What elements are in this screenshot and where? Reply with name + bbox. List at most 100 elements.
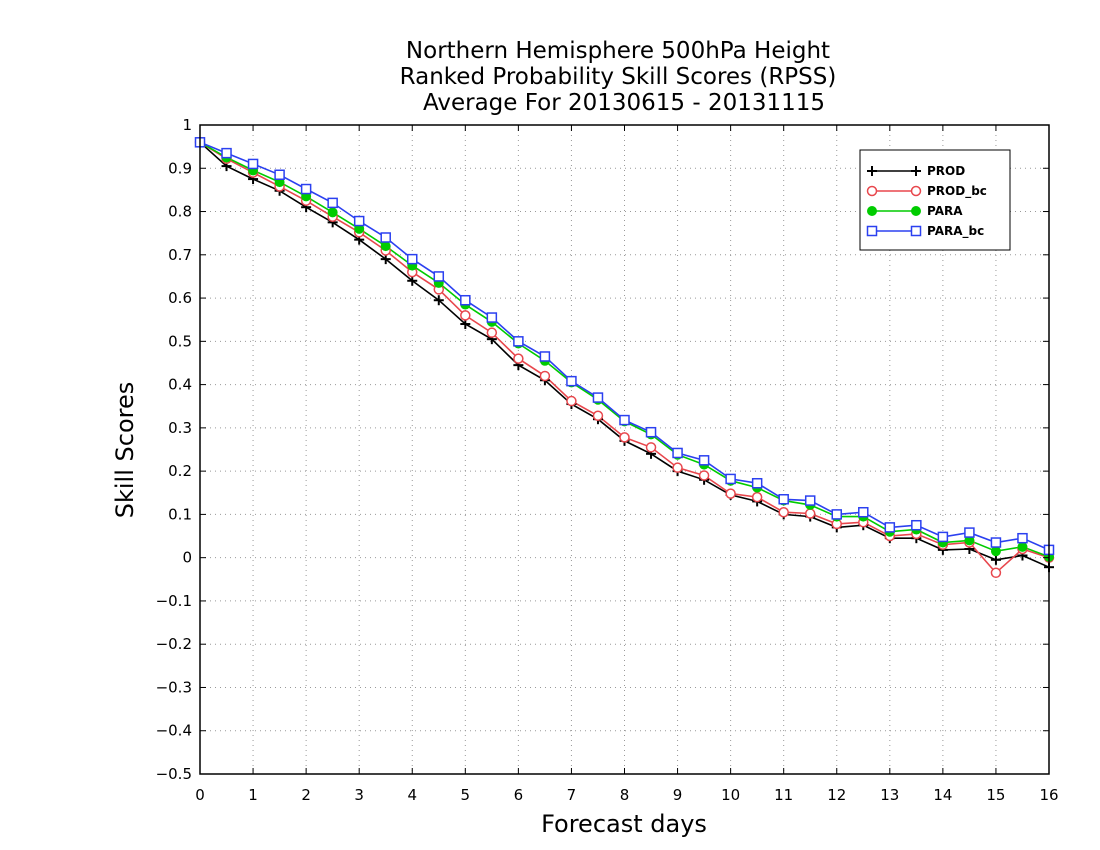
legend-marker-para-bc: [910, 225, 922, 237]
data-point-prod: [990, 554, 1001, 565]
x-tick-label: 4: [407, 786, 417, 804]
data-point-prod-bc: [751, 491, 763, 503]
data-point-para-bc: [539, 351, 551, 362]
y-tick-label: 0.1: [168, 505, 192, 523]
data-point-para-bc: [433, 271, 445, 282]
data-point-prod: [433, 295, 444, 306]
y-tick-label: −0.3: [156, 678, 192, 696]
legend-label-para-bc: PARA_bc: [927, 224, 984, 239]
x-tick-label: 9: [673, 786, 683, 804]
chart-title-line-2: Ranked Probability Skill Scores (RPSS): [400, 64, 837, 90]
data-point-para: [327, 207, 338, 218]
legend-marker-para: [867, 206, 877, 216]
data-point-para-bc: [778, 494, 789, 505]
x-tick-label: 13: [880, 786, 899, 804]
y-tick-label: 0.2: [168, 462, 192, 480]
legend-marker-para-bc: [866, 225, 878, 237]
data-point-para-bc: [460, 294, 471, 306]
x-tick-label: 1: [248, 786, 258, 804]
data-point-prod-bc: [592, 410, 604, 422]
data-point-para-bc: [221, 147, 232, 159]
data-point-prod-bc: [513, 353, 524, 364]
x-tick-label: 11: [774, 786, 793, 804]
legend-label-para: PARA: [927, 204, 963, 218]
legend-marker-prod: [867, 166, 877, 176]
x-tick-label: 2: [301, 786, 311, 804]
x-tick-label: 8: [620, 786, 630, 804]
legend-label-prod: PROD: [927, 164, 965, 178]
data-point-para-bc: [937, 531, 949, 543]
grid-lines: [200, 125, 1049, 774]
data-point-para-bc: [964, 527, 975, 538]
legend-label-prod-bc: PROD_bc: [927, 184, 987, 199]
data-point-prod-bc: [698, 470, 710, 481]
data-point-para-bc: [327, 197, 338, 209]
x-tick-label: 16: [1039, 786, 1058, 804]
data-point-prod: [380, 254, 391, 265]
data-point-prod-bc: [778, 506, 789, 518]
y-tick-label: −0.4: [156, 722, 192, 740]
data-point-prod-bc: [725, 488, 736, 499]
data-point-para: [1017, 541, 1028, 552]
y-tick-label: 0: [182, 549, 192, 567]
legend: PROD PROD_bc PARA PARA_bc: [859, 149, 1011, 251]
data-point-para-bc: [380, 232, 391, 243]
legend-box: [859, 149, 1011, 251]
data-point-para-bc: [725, 473, 736, 485]
data-point-prod-bc: [619, 432, 630, 443]
y-axis-ticks: −0.5 −0.4 −0.3 −0.2 −0.1 0 0.1 0.2 0.3 0.4 0.5 0.6 0…: [156, 116, 1049, 783]
data-point-para-bc: [645, 426, 657, 438]
x-axis-label: Forecast days: [541, 810, 707, 838]
data-point-para-bc: [513, 336, 524, 347]
data-point-para-bc: [592, 392, 604, 403]
data-point-para-bc: [486, 312, 498, 323]
data-point-para-bc: [804, 495, 816, 506]
y-tick-label: 0.8: [168, 203, 192, 221]
y-tick-label: 1: [182, 116, 192, 134]
data-point-para-bc: [990, 537, 1002, 548]
x-axis-ticks: 0 1 2 3 4 5 6 7 8 9 10 11 12 13 14 15 16: [195, 125, 1059, 804]
x-tick-label: 7: [567, 786, 577, 804]
legend-marker-prod-bc: [910, 185, 922, 197]
x-tick-label: 6: [514, 786, 524, 804]
data-point-para-bc: [698, 455, 710, 466]
y-tick-label: 0.4: [168, 376, 192, 394]
data-point-prod-bc: [645, 442, 657, 453]
y-tick-label: 0.3: [168, 419, 192, 437]
y-tick-label: −0.1: [156, 592, 192, 610]
data-point-prod-bc: [672, 462, 683, 473]
data-point-prod-bc: [566, 395, 577, 407]
data-point-prod: [460, 319, 471, 330]
y-tick-label: −0.2: [156, 635, 192, 653]
data-point-para-bc: [353, 215, 365, 227]
data-point-para: [380, 241, 391, 252]
data-point-prod: [407, 275, 418, 286]
data-point-para-bc: [831, 509, 842, 520]
x-tick-label: 15: [986, 786, 1005, 804]
y-tick-label: 0.7: [168, 246, 192, 264]
data-point-para-bc: [1017, 532, 1028, 544]
x-tick-label: 5: [461, 786, 471, 804]
legend-marker-prod-bc: [866, 185, 878, 197]
data-point-prod-bc: [460, 310, 471, 321]
data-point-para: [990, 546, 1001, 557]
series-markers: [194, 137, 1055, 579]
chart-title-line-3: Average For 20130615 - 20131115: [423, 90, 825, 116]
data-point-para-bc: [566, 375, 577, 387]
data-point-prod-bc: [804, 508, 816, 519]
legend-marker-para: [911, 206, 921, 216]
x-tick-label: 14: [933, 786, 952, 804]
data-point-para-bc: [274, 169, 285, 181]
data-point-para-bc: [911, 519, 922, 531]
data-point-para-bc: [407, 253, 418, 265]
data-point-prod-bc: [486, 327, 498, 338]
y-tick-label: 0.6: [168, 289, 192, 307]
data-point-para-bc: [884, 522, 896, 533]
data-point-para-bc: [619, 414, 630, 426]
x-tick-label: 0: [195, 786, 205, 804]
x-tick-label: 3: [354, 786, 364, 804]
x-tick-label: 10: [721, 786, 740, 804]
chart-title-line-1: Northern Hemisphere 500hPa Height: [406, 38, 830, 64]
data-point-para-bc: [858, 506, 869, 518]
